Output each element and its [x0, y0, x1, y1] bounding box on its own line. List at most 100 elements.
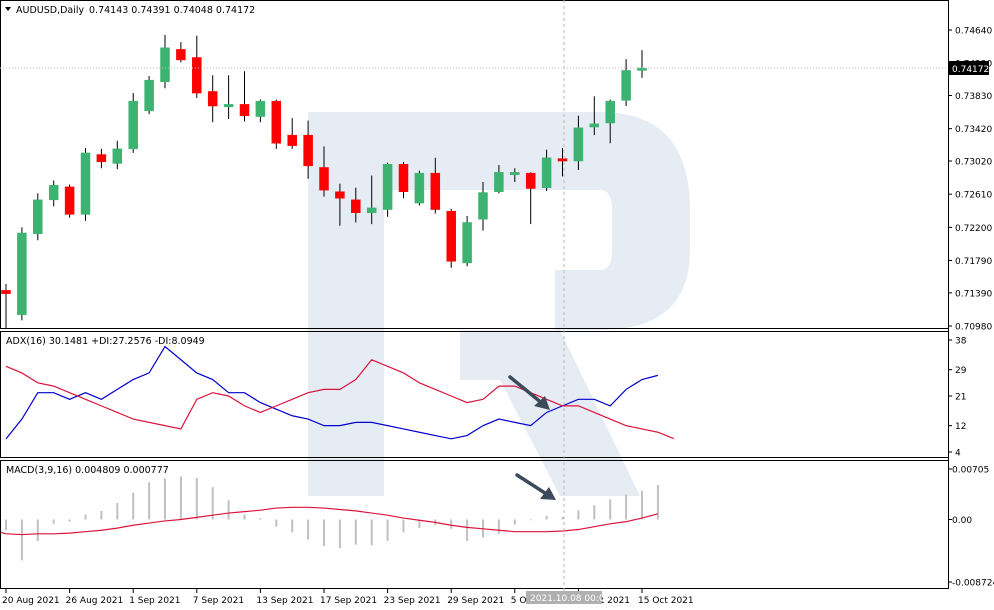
candle-body — [462, 222, 472, 264]
candle-body — [382, 164, 393, 210]
candle-body — [525, 172, 536, 189]
candle-body — [335, 191, 345, 199]
time-tick-label: 1 Sep 2021 — [129, 596, 180, 606]
candle — [64, 184, 75, 218]
candle-body — [17, 232, 27, 315]
candle — [33, 193, 43, 241]
candle — [398, 161, 409, 199]
current-price-label: 0.74172 — [952, 65, 989, 75]
candle-body — [414, 172, 425, 204]
macd-tick-label: 0.00705 — [952, 466, 989, 476]
candle-body — [255, 100, 266, 117]
macd-tick-label: -0.008724 — [952, 579, 994, 589]
candle-body — [319, 167, 329, 191]
candle-body — [557, 158, 568, 162]
candlestick-series — [1, 34, 647, 329]
candle-body — [351, 199, 361, 214]
dropdown-arrow-icon[interactable] — [5, 7, 11, 11]
time-tick-label: 15 Oct 2021 — [638, 596, 694, 606]
candle-body — [80, 152, 91, 215]
candle-body — [33, 199, 43, 235]
candle — [446, 208, 456, 268]
price-tick-label: 0.72200 — [955, 224, 992, 234]
candle — [335, 183, 345, 226]
time-tick-label: 13 Sep 2021 — [256, 596, 313, 606]
candle-body — [478, 192, 488, 220]
adx-tick-label: 4 — [955, 449, 961, 459]
candle — [223, 75, 234, 119]
candle-body — [207, 91, 218, 107]
candle — [255, 99, 266, 123]
candle-body — [64, 186, 75, 215]
candle-body — [303, 134, 313, 167]
adx-lines — [5, 345, 675, 440]
candle-body — [144, 79, 154, 112]
candle — [319, 146, 329, 197]
candle-body — [589, 123, 600, 128]
candle — [525, 172, 536, 225]
price-tick-label: 0.71390 — [955, 289, 992, 299]
current-price-marker — [949, 61, 989, 75]
candle — [96, 148, 107, 169]
adx-tick-label: 38 — [955, 337, 967, 347]
candle-body — [160, 47, 170, 83]
price-tick-label: 0.72610 — [955, 191, 992, 201]
candle — [366, 175, 377, 225]
macd-signal-line — [0, 506, 659, 536]
candle-body — [510, 172, 520, 176]
candle-body — [366, 207, 377, 214]
candle — [48, 180, 59, 207]
candle — [160, 34, 170, 89]
candle — [128, 93, 138, 153]
price-tick-label: 0.73830 — [955, 92, 992, 102]
candle — [207, 75, 218, 123]
candle-body — [430, 172, 441, 210]
symbol-label: AUDUSD,Daily — [16, 5, 85, 16]
candle-body — [494, 172, 504, 192]
time-tick-label: 26 Aug 2021 — [66, 596, 124, 606]
candle — [478, 182, 488, 231]
time-tick-label: 11 Oct 2021 — [574, 596, 630, 606]
macd-label: MACD(3,9,16) 0.004809 0.000777 — [6, 465, 169, 476]
candle — [621, 59, 631, 107]
candle — [573, 115, 584, 170]
price-tick-label: 0.73020 — [955, 158, 992, 168]
macd-histogram — [0, 476, 659, 561]
candle-body — [605, 100, 615, 124]
price-tick-label: 0.70980 — [955, 323, 992, 333]
candle-body — [541, 157, 552, 188]
candle-body — [573, 127, 584, 162]
candle-body — [446, 210, 456, 262]
adx-tick-label: 29 — [955, 366, 967, 376]
candle-body — [96, 154, 107, 163]
time-tick-label: 17 Sep 2021 — [320, 596, 377, 606]
price-tick-label: 0.73420 — [955, 125, 992, 135]
candle-body — [112, 148, 123, 164]
di-plus-line — [5, 345, 659, 440]
candle-body — [287, 134, 297, 146]
macd-tick-label: 0.00 — [952, 516, 972, 526]
candle — [605, 99, 615, 144]
candle — [589, 96, 600, 136]
candle-body — [176, 49, 186, 61]
adx-label: ADX(16) 30.1481 +DI:27.2576 -DI:8.0949 — [6, 336, 205, 347]
candle — [192, 35, 202, 98]
candle-body — [239, 104, 250, 116]
crosshair-time-label: 2021.10.08 00:00 — [530, 594, 611, 604]
candle-body — [223, 104, 234, 108]
candle — [271, 99, 282, 149]
candle — [176, 42, 186, 63]
price-tick-label: 0.71790 — [955, 257, 992, 267]
time-tick-label: 29 Sep 2021 — [447, 596, 504, 606]
di-minus-line — [5, 359, 675, 440]
candle — [382, 162, 393, 217]
candle — [430, 157, 441, 214]
candle — [144, 76, 154, 115]
candle — [351, 187, 361, 223]
time-tick-label: 20 Aug 2021 — [2, 596, 60, 606]
candle — [303, 120, 313, 179]
candle-body — [271, 100, 282, 144]
candle-body — [48, 185, 59, 201]
candle — [557, 148, 568, 177]
